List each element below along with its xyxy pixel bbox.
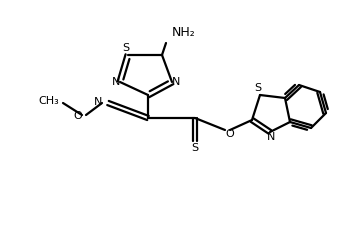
Text: N: N xyxy=(94,97,102,107)
Text: S: S xyxy=(255,83,262,93)
Text: CH₃: CH₃ xyxy=(38,96,59,106)
Text: O: O xyxy=(73,111,82,121)
Text: S: S xyxy=(192,143,199,153)
Text: S: S xyxy=(122,43,129,53)
Text: N: N xyxy=(112,77,120,87)
Text: O: O xyxy=(226,129,234,139)
Text: NH₂: NH₂ xyxy=(172,26,196,40)
Text: N: N xyxy=(172,77,180,87)
Text: N: N xyxy=(267,132,275,142)
